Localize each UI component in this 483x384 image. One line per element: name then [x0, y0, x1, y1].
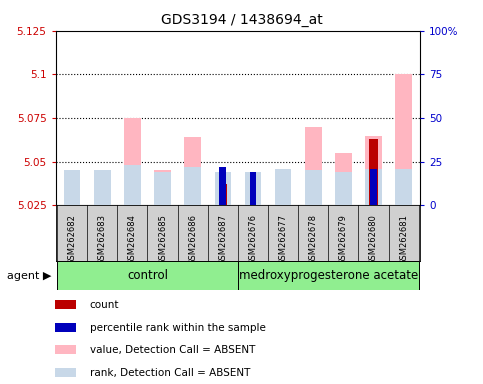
Bar — [305, 127, 322, 205]
Bar — [245, 172, 261, 205]
Bar — [219, 184, 227, 205]
Bar — [238, 261, 419, 290]
Bar — [154, 172, 171, 205]
Bar — [396, 74, 412, 205]
Bar — [370, 169, 377, 205]
Bar — [64, 176, 80, 205]
Bar — [250, 172, 256, 205]
Text: GSM262678: GSM262678 — [309, 214, 318, 265]
Text: GSM262682: GSM262682 — [68, 214, 77, 265]
Bar — [94, 170, 111, 205]
Text: GSM262685: GSM262685 — [158, 214, 167, 265]
Text: value, Detection Call = ABSENT: value, Detection Call = ABSENT — [90, 345, 255, 355]
Bar — [64, 170, 80, 205]
Bar — [55, 345, 76, 354]
Bar — [124, 165, 141, 205]
Bar — [185, 167, 201, 205]
Bar — [305, 170, 322, 205]
Text: GSM262686: GSM262686 — [188, 214, 197, 265]
Bar — [57, 261, 238, 290]
Text: percentile rank within the sample: percentile rank within the sample — [90, 323, 266, 333]
Text: count: count — [90, 300, 119, 310]
Text: GSM262684: GSM262684 — [128, 214, 137, 265]
Text: GSM262683: GSM262683 — [98, 214, 107, 265]
Bar — [365, 136, 382, 205]
Bar — [214, 172, 231, 205]
Bar — [275, 170, 291, 205]
Text: rank, Detection Call = ABSENT: rank, Detection Call = ABSENT — [90, 368, 250, 378]
Bar — [335, 172, 352, 205]
Text: GSM262687: GSM262687 — [218, 214, 227, 265]
Text: control: control — [127, 269, 168, 282]
Text: GDS3194 / 1438694_at: GDS3194 / 1438694_at — [161, 13, 322, 27]
Bar — [214, 183, 231, 205]
Bar — [55, 368, 76, 377]
Bar — [94, 176, 111, 205]
Bar — [369, 139, 378, 205]
Bar — [55, 323, 76, 332]
Text: GSM262679: GSM262679 — [339, 214, 348, 265]
Text: GSM262676: GSM262676 — [248, 214, 257, 265]
Text: GSM262680: GSM262680 — [369, 214, 378, 265]
Bar — [185, 137, 201, 205]
Text: GSM262681: GSM262681 — [399, 214, 408, 265]
Bar — [219, 167, 226, 205]
Bar — [154, 170, 171, 205]
Bar — [245, 174, 261, 205]
Bar — [365, 169, 382, 205]
Bar — [275, 169, 291, 205]
Text: GSM262677: GSM262677 — [279, 214, 287, 265]
Bar — [396, 169, 412, 205]
Text: medroxyprogesterone acetate: medroxyprogesterone acetate — [239, 269, 418, 282]
Bar — [55, 300, 76, 309]
Bar — [335, 153, 352, 205]
Bar — [124, 118, 141, 205]
Text: agent ▶: agent ▶ — [7, 270, 52, 281]
